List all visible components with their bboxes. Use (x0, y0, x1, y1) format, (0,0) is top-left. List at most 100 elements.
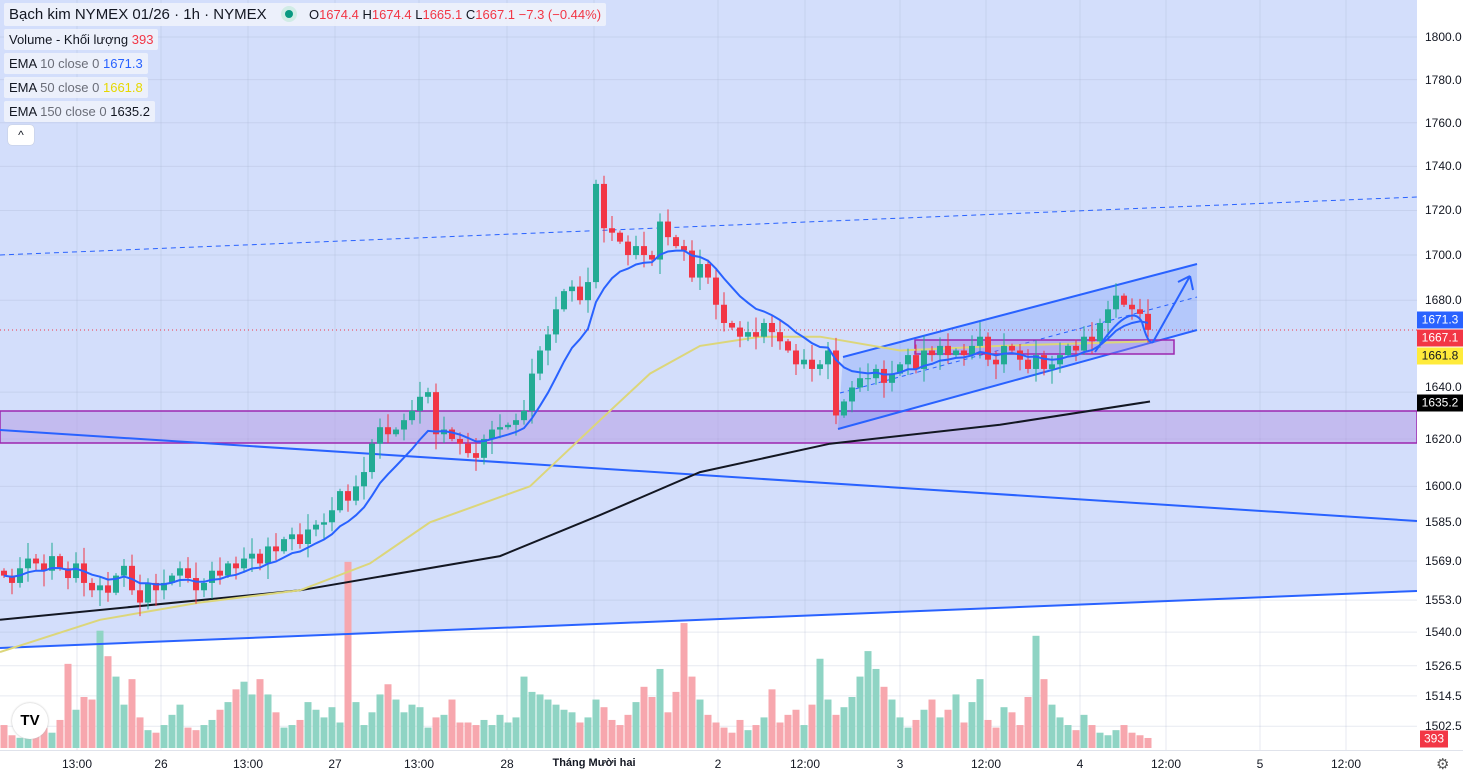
symbol-title[interactable]: Bạch kim NYMEX 01/26 · 1h · NYMEX (9, 6, 267, 23)
candle-body (281, 539, 287, 552)
indicator-volume[interactable]: Volume - Khối lượng 393 (4, 29, 159, 50)
volume-bar (976, 679, 984, 748)
volume-badge: 393 (1420, 730, 1448, 748)
candle-body (57, 556, 63, 569)
volume-bar (864, 651, 872, 748)
volume-bar (368, 712, 376, 748)
indicator-ema10[interactable]: EMA 10 close 0 1671.3 (4, 53, 148, 74)
candle-body (985, 336, 991, 360)
volume-bar (504, 722, 512, 748)
candle-body (833, 350, 839, 416)
candle-body (689, 250, 695, 278)
candle-body (65, 568, 71, 579)
volume-bar (488, 725, 496, 748)
candle-body (577, 286, 583, 301)
candle-body (625, 241, 631, 256)
price-axis[interactable]: 1800.0 1780.0 1760.0 1740.0 1720.0 1700.0 1680… (1417, 0, 1463, 750)
candle-body (41, 563, 47, 571)
indicator-value: 393 (131, 32, 154, 47)
candle-body (321, 522, 327, 525)
volume-bar (960, 722, 968, 748)
price-tick: 1600.0 (1425, 479, 1462, 494)
volume-bar (1024, 697, 1032, 748)
blue-pattern-fill (0, 0, 1417, 648)
dashed-trendline[interactable] (0, 196, 1417, 256)
symbol-row[interactable]: Bạch kim NYMEX 01/26 · 1h · NYMEX O1674.… (4, 3, 607, 26)
volume-bar (1144, 737, 1152, 748)
channel-lower[interactable] (837, 329, 1198, 430)
candle-body (633, 246, 639, 256)
volume-bar (592, 699, 600, 748)
channel-upper[interactable] (842, 263, 1198, 358)
collapse-legend-button[interactable]: ^ (8, 125, 34, 145)
volume-bar (312, 709, 320, 748)
candle-body (233, 563, 239, 569)
volume-bar (1016, 725, 1024, 748)
volume-bar (40, 727, 48, 748)
candle-body (153, 582, 159, 591)
indicator-ema50[interactable]: EMA 50 close 0 1661.8 (4, 77, 148, 98)
candle-body (465, 443, 471, 454)
parallel-channel[interactable] (838, 264, 1197, 429)
price-tick: 1800.0 (1425, 30, 1462, 44)
candle-body (1089, 336, 1095, 342)
price-badge: 1635.2 (1417, 394, 1463, 412)
candle-body (121, 565, 127, 576)
indicator-ema150[interactable]: EMA 150 close 0 1635.2 (4, 101, 155, 122)
candle-body (361, 472, 367, 487)
candle-body (841, 401, 847, 416)
settings-gear-icon[interactable]: ⚙ (1436, 756, 1450, 773)
candle-body (265, 546, 271, 564)
indicator-value: 1671.3 (102, 56, 143, 71)
volume-bar (632, 702, 640, 748)
candle-body (881, 368, 887, 383)
candle-body (921, 350, 927, 369)
volume-bar (232, 689, 240, 748)
time-label: 12:00 (1330, 757, 1362, 771)
candle-body (433, 392, 439, 435)
volume-bar (752, 725, 760, 748)
time-label: 2 (714, 757, 722, 771)
candle-body (137, 590, 143, 603)
close-label: C (465, 7, 476, 22)
candle-body (409, 410, 415, 421)
volume-bar (152, 732, 160, 748)
tradingview-logo[interactable]: TV (12, 703, 48, 739)
volume-bar (808, 704, 816, 748)
descending-trendline[interactable] (0, 429, 1417, 522)
volume-bar (80, 697, 88, 748)
volume-bar (840, 707, 848, 748)
volume-bar (776, 722, 784, 748)
volume-bar (904, 727, 912, 748)
volume-bar (480, 719, 488, 748)
candle-body (49, 556, 55, 571)
ema50-line (0, 335, 1151, 653)
price-tick: 1553.0 (1425, 593, 1462, 608)
candle-body (745, 332, 751, 337)
candle-body (1081, 336, 1087, 351)
volume-bar (288, 725, 296, 748)
ascending-trendline[interactable] (0, 590, 1417, 649)
price-chart[interactable] (0, 0, 1417, 750)
candle-body (721, 304, 727, 323)
time-axis[interactable]: 13:00 26 13:00 27 13:00 28 Tháng Mười hai 2 12:0… (0, 750, 1463, 780)
candle-body (425, 392, 431, 397)
candle-body (825, 350, 831, 365)
price-badge: 1671.3 (1417, 311, 1463, 329)
candle-body (729, 322, 735, 328)
purple-zone[interactable] (0, 410, 1417, 444)
volume-bar (248, 694, 256, 748)
candle-body (481, 438, 487, 458)
candle-body (945, 345, 951, 356)
volume-bar (392, 699, 400, 748)
volume-bar (640, 686, 648, 748)
candle-body (793, 350, 799, 365)
candle-body (1025, 359, 1031, 369)
candle-body (217, 570, 223, 576)
projection-arrow[interactable] (1094, 275, 1194, 353)
candle-body (569, 286, 575, 292)
time-label: 13:00 (403, 757, 435, 771)
volume-bar (968, 702, 976, 748)
indicator-value: 1635.2 (110, 104, 150, 119)
candle-body (537, 350, 543, 374)
